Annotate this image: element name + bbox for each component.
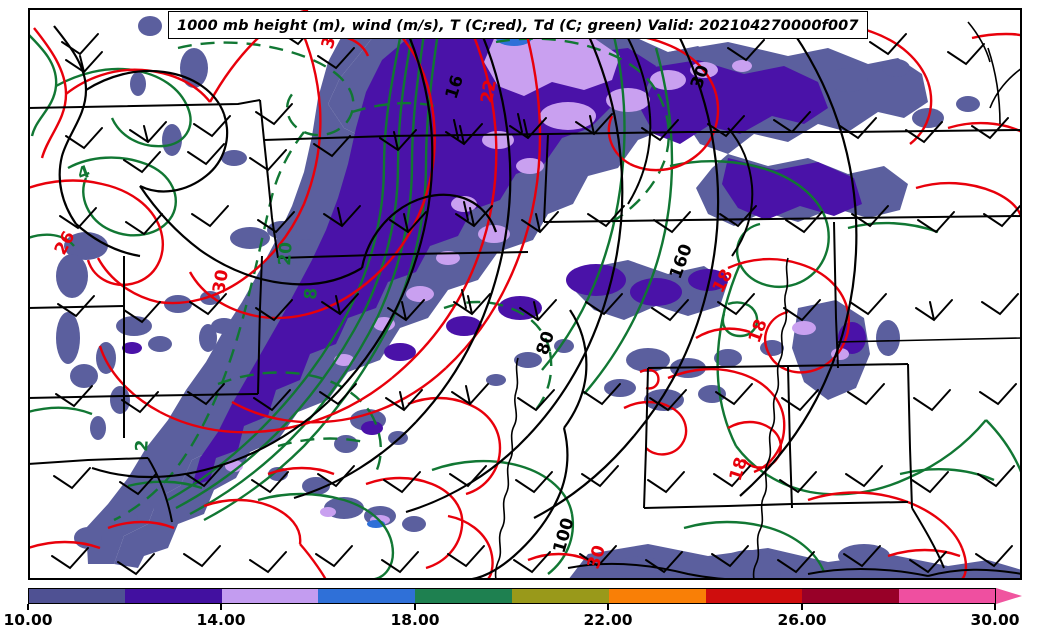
height-contours [53,19,858,580]
colorbar-tick-label: 18.00 [390,611,440,629]
colorbar[interactable] [28,588,1022,604]
colorbar-segment-20-22 [512,588,609,604]
colorbar-segment-24-26 [705,588,803,604]
colorbar-segment-18-20 [415,588,512,604]
colorbar-segment-28-30 [899,588,996,604]
colorbar-tick-label: 14.00 [196,611,246,629]
colorbar-tick-label: 22.00 [583,611,633,629]
colorbar-segment-26-28 [802,588,900,604]
colorbar-segment-12-14 [124,588,222,604]
contour-label-red-22: 22 [477,78,501,105]
colorbar-tickmark [414,604,416,610]
contour-label-green-20: 20 [275,241,297,266]
colorbar-segment-16-18 [318,588,416,604]
colorbar-tick-label: 26.00 [777,611,827,629]
colorbar-tickmark [27,604,29,610]
colorbar-tickmark [220,604,222,610]
contour-label-green-8: 8 [301,287,322,300]
colorbar-segment-22-24 [608,588,706,604]
colorbar-ticks: 10.00 14.00 18.00 22.00 26.00 30.00 [0,604,1037,633]
colorbar-tickmark [994,604,996,610]
contour-label-red-30b: 30 [209,268,233,295]
colorbar-tick-label: 10.00 [3,611,53,629]
colorbar-tick-label: 30.00 [970,611,1020,629]
colorbar-tickmark [607,604,609,610]
state-borders [28,21,1022,580]
figure-title-box: 1000 mb height (m), wind (m/s), T (C;red… [168,11,868,39]
contour-label-green-2: 2 [132,439,153,452]
map-canvas[interactable]: 30 26 30 22 18 18 18 30 4 20 8 2 30 160 … [28,8,1022,580]
colorbar-extend-arrow [996,588,1022,604]
colorbar-segment-14-16 [221,588,319,604]
map-svg: 30 26 30 22 18 18 18 30 4 20 8 2 30 160 … [28,8,1022,580]
wind-barbs [51,23,1021,576]
colorbar-tickmark [801,604,803,610]
colorbar-segment-10-12 [28,588,125,604]
figure-title: 1000 mb height (m), wind (m/s), T (C;red… [177,18,859,34]
